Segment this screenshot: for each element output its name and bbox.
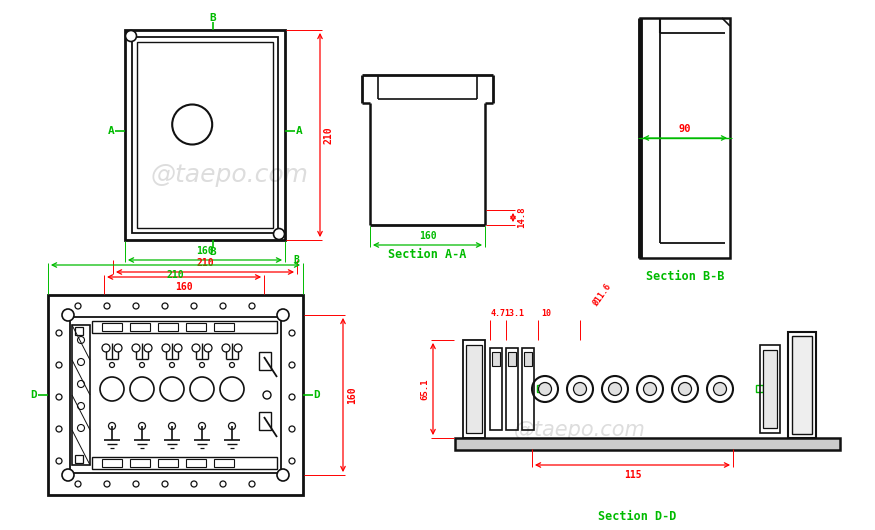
Text: 160: 160 — [175, 282, 192, 292]
Bar — [455, 438, 840, 450]
Text: 160: 160 — [419, 231, 437, 241]
Circle shape — [678, 383, 691, 395]
Bar — [760, 345, 780, 433]
Text: Section A-A: Section A-A — [388, 248, 466, 261]
Circle shape — [125, 31, 136, 41]
Bar — [70, 317, 281, 473]
Text: 13.1: 13.1 — [504, 309, 524, 318]
Bar — [137, 42, 273, 228]
Text: Section B-B: Section B-B — [646, 270, 724, 283]
Circle shape — [538, 383, 551, 395]
Bar — [259, 412, 271, 430]
Text: B: B — [210, 13, 216, 23]
Bar — [186, 323, 206, 331]
Text: 210: 210 — [196, 258, 214, 268]
Bar — [640, 18, 730, 258]
Text: 115: 115 — [624, 470, 641, 480]
Bar — [125, 30, 285, 240]
Bar — [508, 352, 516, 366]
Text: 210: 210 — [166, 270, 185, 280]
Bar — [492, 352, 500, 366]
Text: 65.1: 65.1 — [420, 378, 429, 400]
Bar — [92, 321, 277, 333]
Bar — [72, 325, 90, 465]
Text: @taepo.com: @taepo.com — [151, 163, 309, 187]
Text: @taepo.com: @taepo.com — [514, 420, 646, 440]
Bar — [75, 327, 83, 335]
Circle shape — [573, 383, 586, 395]
Bar — [537, 385, 544, 392]
Circle shape — [713, 383, 726, 395]
Bar — [214, 459, 234, 467]
Circle shape — [277, 469, 289, 481]
Bar — [130, 459, 150, 467]
Text: A: A — [108, 126, 115, 136]
Bar — [788, 332, 816, 438]
Bar — [792, 336, 812, 434]
Bar — [763, 350, 777, 428]
Bar — [48, 295, 303, 495]
Bar — [756, 385, 763, 392]
Bar — [466, 345, 482, 433]
Bar — [259, 352, 271, 370]
Bar — [92, 457, 277, 469]
Circle shape — [274, 228, 284, 240]
Text: 4.7: 4.7 — [491, 309, 506, 318]
Bar — [522, 348, 534, 430]
Circle shape — [62, 309, 74, 321]
Bar — [102, 323, 122, 331]
Text: B: B — [210, 247, 216, 257]
Bar — [158, 323, 178, 331]
Bar — [130, 323, 150, 331]
Bar — [490, 348, 502, 430]
Text: 160: 160 — [347, 386, 357, 404]
Bar — [132, 37, 278, 233]
Bar — [186, 459, 206, 467]
Bar — [214, 323, 234, 331]
Text: B: B — [293, 255, 299, 265]
Text: 90: 90 — [679, 124, 691, 134]
Text: 10: 10 — [541, 309, 551, 318]
Text: 210: 210 — [324, 126, 334, 144]
Text: A: A — [296, 126, 303, 136]
Circle shape — [277, 309, 289, 321]
Circle shape — [608, 383, 621, 395]
Text: D: D — [31, 390, 38, 400]
Text: D: D — [313, 390, 320, 400]
Bar — [524, 352, 532, 366]
Text: 14.8: 14.8 — [517, 207, 526, 228]
Bar — [102, 459, 122, 467]
Text: Section D-D: Section D-D — [598, 510, 676, 523]
Text: Ø11.6: Ø11.6 — [592, 282, 612, 308]
Circle shape — [62, 469, 74, 481]
Circle shape — [643, 383, 656, 395]
Text: 160: 160 — [196, 246, 214, 256]
Bar — [75, 455, 83, 463]
Bar — [463, 340, 485, 438]
Bar — [506, 348, 518, 430]
Bar — [158, 459, 178, 467]
